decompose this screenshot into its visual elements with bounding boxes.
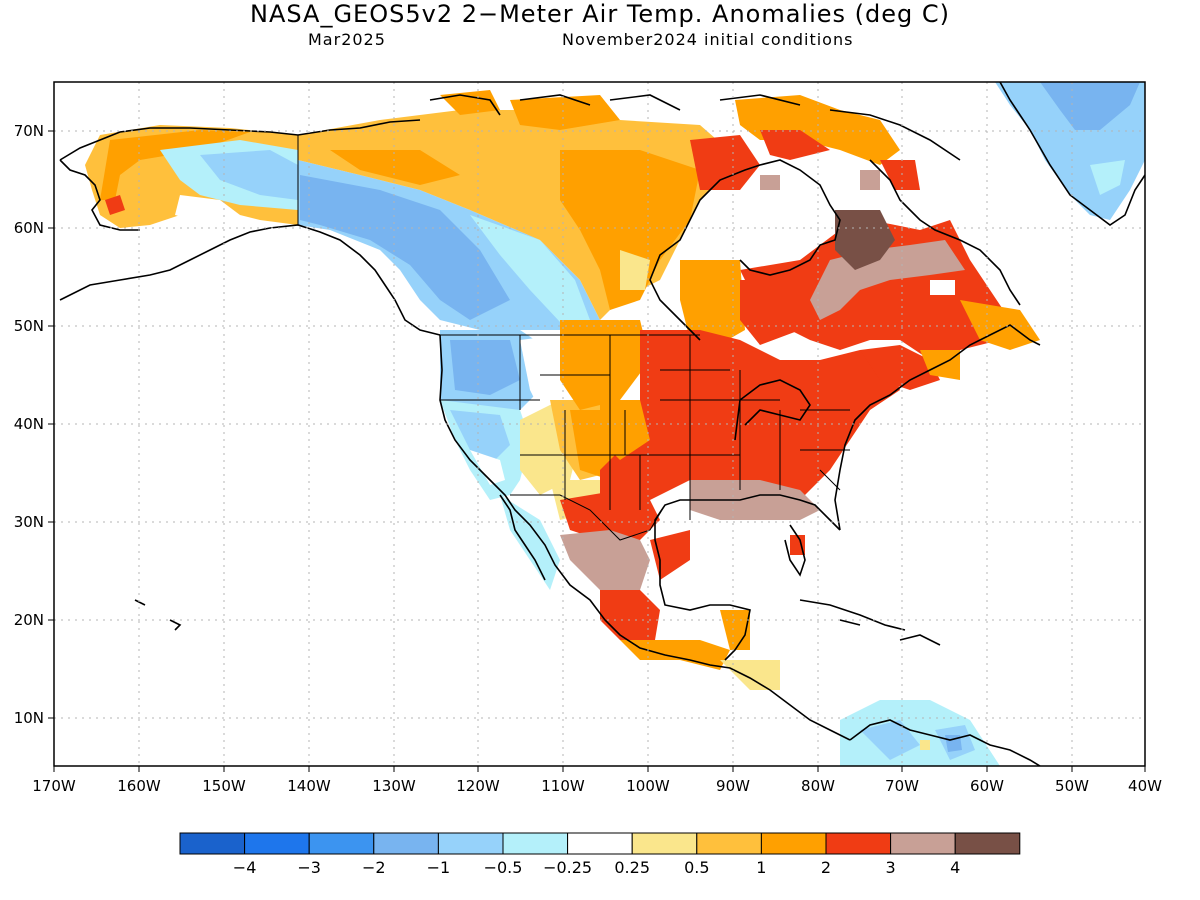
colorbar-swatch — [567, 832, 633, 855]
gulf-coast-anomaly — [690, 480, 820, 520]
colorbar-label: −2 — [362, 858, 386, 877]
colorbar-label: 3 — [886, 858, 896, 877]
lon-label: 130W — [372, 777, 416, 795]
lon-label: 170W — [32, 777, 76, 795]
lon-label: 60W — [970, 777, 1004, 795]
lon-label: 150W — [202, 777, 246, 795]
lon-label: 80W — [801, 777, 835, 795]
lat-label: 30N — [14, 513, 44, 531]
colorbar-label: 0.5 — [684, 858, 709, 877]
colorbar-swatch — [373, 832, 439, 855]
colorbar-label: −1 — [427, 858, 451, 877]
map-title: NASA_GEOS5v2 2−Meter Air Temp. Anomalies… — [249, 0, 951, 28]
colorbar-label: −3 — [297, 858, 321, 877]
colorbar-swatch — [631, 832, 698, 855]
lat-label: 60N — [14, 219, 44, 237]
init-conditions-label: November2024 initial conditions — [562, 30, 854, 49]
colorbar-swatch — [954, 832, 1021, 855]
lon-label: 40W — [1128, 777, 1162, 795]
colorbar-label: −0.25 — [543, 858, 592, 877]
anomaly-field — [85, 82, 1145, 766]
tick-marks — [48, 130, 1146, 772]
lat-label: 40N — [14, 415, 44, 433]
lon-label: 50W — [1055, 777, 1089, 795]
lat-label: 70N — [14, 122, 44, 140]
lon-label: 140W — [287, 777, 331, 795]
colorbar-swatch — [825, 832, 892, 855]
colorbar-swatch — [179, 832, 246, 855]
lat-label: 10N — [14, 709, 44, 727]
colorbar-swatch — [760, 832, 827, 855]
lon-label: 70W — [885, 777, 919, 795]
lat-label: 20N — [14, 611, 44, 629]
colorbar-swatch — [308, 832, 375, 855]
lat-label: 50N — [14, 317, 44, 335]
colorbar-swatch — [244, 832, 310, 855]
colorbar-swatch — [437, 832, 504, 855]
lon-label: 90W — [716, 777, 750, 795]
valid-month-label: Mar2025 — [308, 30, 386, 49]
political-borders — [297, 135, 850, 541]
lon-label: 160W — [117, 777, 161, 795]
colorbar-label: 1 — [756, 858, 766, 877]
colorbar-swatch — [696, 832, 762, 855]
lon-label: 100W — [626, 777, 670, 795]
colorbar-label: −4 — [233, 858, 257, 877]
longitude-labels: 170W 160W 150W 140W 130W 120W 110W 100W … — [32, 777, 1162, 795]
lon-label: 110W — [541, 777, 585, 795]
colorbar-label: 4 — [950, 858, 960, 877]
central-eastern-us-warm-anomaly — [600, 330, 900, 520]
gridlines — [54, 82, 1145, 766]
lon-label: 120W — [456, 777, 500, 795]
colorbar-label: 2 — [821, 858, 831, 877]
colorbar-swatch — [890, 832, 956, 855]
colorbar-swatch — [502, 832, 569, 855]
coastlines — [59, 82, 1145, 766]
latitude-labels: 70N 60N 50N 40N 30N 20N 10N — [14, 122, 44, 727]
colorbar: −4 −3 −2 −1 −0.5 −0.25 0.25 0.5 1 2 3 4 — [179, 832, 1021, 877]
colorbar-label: −0.5 — [484, 858, 523, 877]
colorbar-label: 0.25 — [614, 858, 650, 877]
